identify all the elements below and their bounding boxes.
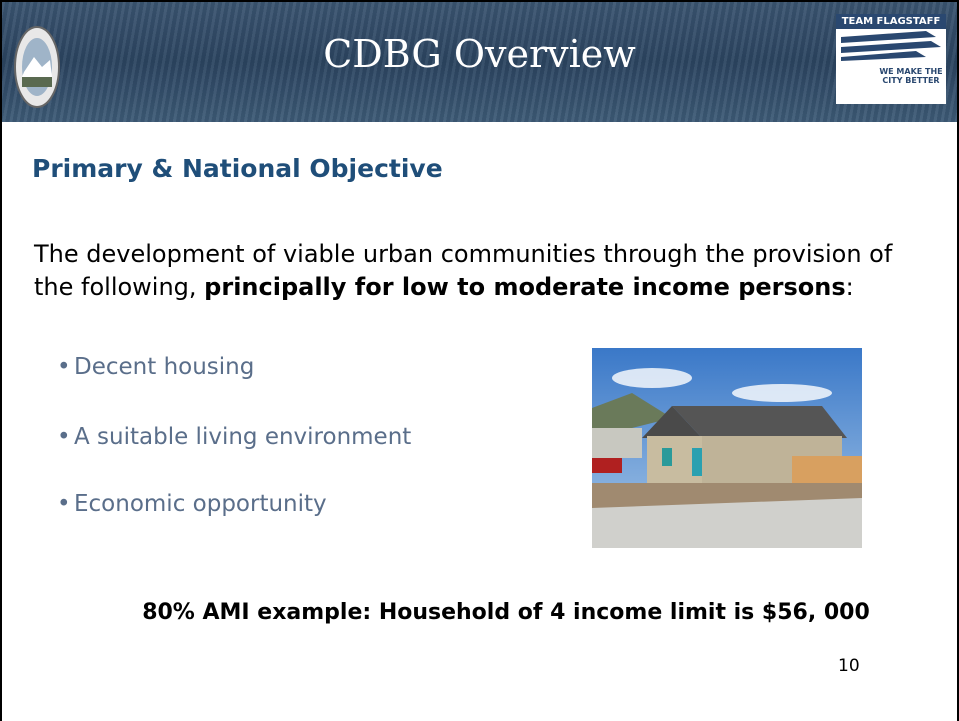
logo-text: CITY BETTER: [882, 76, 940, 85]
logo-text: WE MAKE THE: [879, 67, 943, 76]
logo-text: TEAM FLAGSTAFF: [836, 14, 946, 29]
bullet: A suitable living environment: [57, 424, 411, 450]
city-seal: [14, 26, 60, 108]
text: :: [845, 273, 854, 301]
logo-rays: [841, 31, 941, 61]
page-number: 10: [838, 656, 860, 676]
house-photo: [592, 348, 862, 548]
section-heading: Primary & National Objective: [32, 154, 443, 183]
statement: 80% AMI example: Household of 4 income l…: [142, 600, 870, 625]
team-logo: TEAM FLAGSTAFF WE MAKE THE CITY BETTER: [836, 14, 946, 104]
bullet: Decent housing: [57, 354, 254, 380]
text: The development of viable urban communit…: [34, 240, 893, 301]
bullet: Economic opportunity: [57, 491, 327, 517]
slide-title: CDBG Overview: [323, 32, 636, 76]
header-band: [2, 2, 957, 122]
bold-text: principally for low to moderate income p…: [204, 273, 846, 301]
paragraph: The development of viable urban communit…: [34, 238, 934, 304]
